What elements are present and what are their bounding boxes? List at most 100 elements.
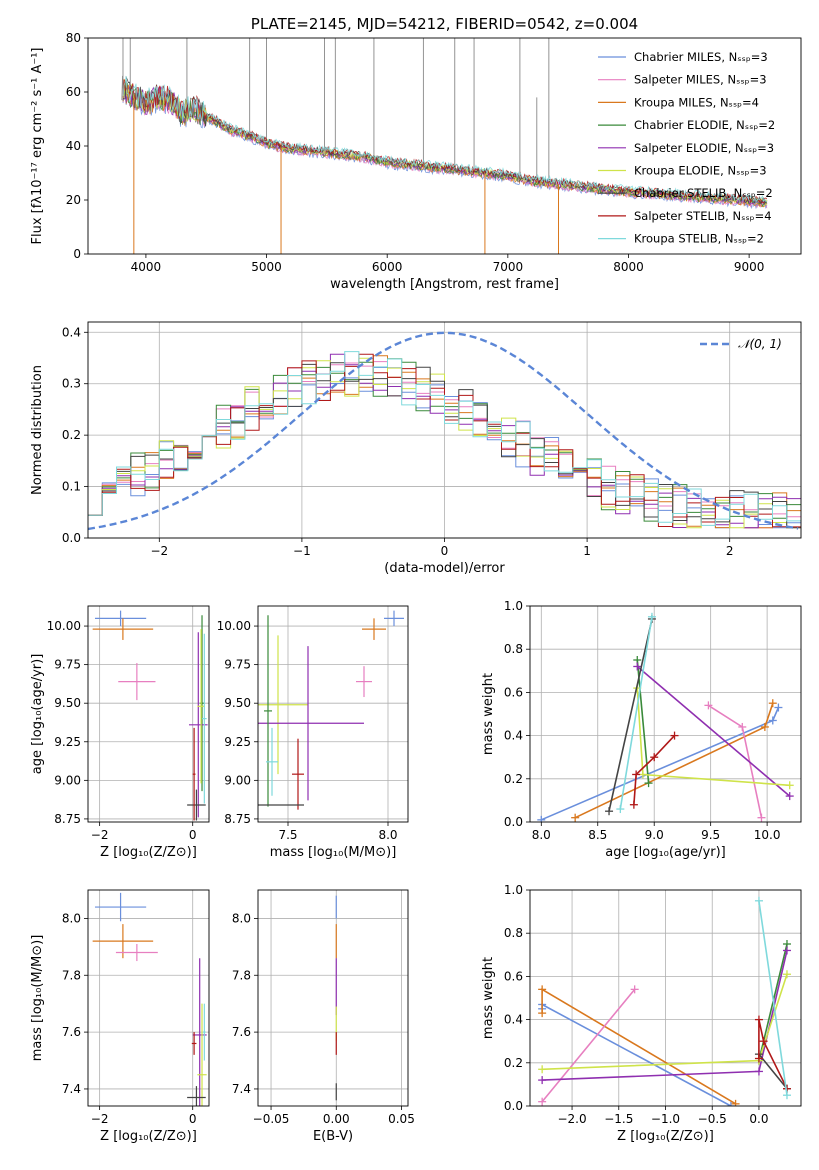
tick-label-y: 9.75 bbox=[224, 658, 251, 672]
tick-label-y: 80 bbox=[66, 31, 81, 45]
tick-label-y: 9.75 bbox=[54, 658, 81, 672]
x-axis-label: E(B-V) bbox=[313, 1129, 353, 1144]
chart-mass-vs-Z: −2 0 7.4 7.6 7.8 8.0 Z [log₁₀(Z/Z⊙)] mass [log₁… bbox=[30, 889, 210, 1144]
tick-label-y: 60 bbox=[66, 85, 81, 99]
chart-mass-weight-vs-age: 8.0 8.5 9.0 9.5 10.0 0.0 0.2 0.4 0.6 0.8 1.0 age [l… bbox=[481, 599, 802, 860]
axes-frame bbox=[87, 37, 802, 255]
tick-label-x: 10.0 bbox=[754, 828, 781, 842]
tick-label-y: 9.25 bbox=[224, 735, 251, 749]
tick-label-x: 2 bbox=[726, 544, 734, 558]
tick-label-y: 20 bbox=[66, 193, 81, 207]
axes-frame bbox=[257, 889, 409, 1107]
legend-entry: Kroupa STELIB, Nₛₛₚ=2 bbox=[634, 232, 764, 246]
tick-label-y: 0.6 bbox=[504, 969, 523, 983]
plot-area bbox=[92, 610, 208, 821]
legend-entry: Chabrier ELODIE, Nₛₛₚ=2 bbox=[634, 118, 775, 132]
tick-label-y: 0.3 bbox=[62, 377, 81, 391]
grid bbox=[258, 890, 408, 1106]
tick-label-y: 0.0 bbox=[504, 1099, 523, 1113]
chart-age-vs-Z: −2 0 8.75 9.00 9.25 9.50 9.75 10.00 Z [log₁₀(Z/Z… bbox=[30, 605, 210, 860]
tick-label-y: 1.0 bbox=[504, 599, 523, 613]
legend-entry: Chabrier STELIB, Nₛₛₚ=2 bbox=[634, 186, 773, 200]
series-line bbox=[636, 659, 650, 784]
tick-label-x: −2 bbox=[150, 544, 168, 558]
series-line bbox=[758, 1019, 788, 1090]
x-axis-label: mass [log₁₀(M/M⊙)] bbox=[270, 845, 397, 860]
series-line bbox=[758, 900, 788, 1096]
axes-frame bbox=[529, 889, 802, 1107]
series-line bbox=[541, 988, 636, 1103]
grid bbox=[88, 322, 801, 539]
chart-spectrum: 4000 5000 6000 7000 8000 9000 0 20 40 60 80 wavelen… bbox=[30, 15, 802, 292]
y-axis-label: mass [log₁₀(M/M⊙)] bbox=[30, 935, 45, 1062]
tick-label-y: 0.4 bbox=[504, 729, 523, 743]
tick-label-x: 0 bbox=[189, 828, 197, 842]
tick-label-y: 7.8 bbox=[62, 968, 81, 982]
tick-label-x: −1.0 bbox=[651, 1112, 680, 1126]
tick-label-y: 8.0 bbox=[232, 911, 251, 925]
x-axis-label: age [log₁₀(age/yr)] bbox=[605, 845, 726, 860]
y-axis-label: mass weight bbox=[481, 957, 496, 1039]
tick-label-y: 8.0 bbox=[62, 911, 81, 925]
tick-label-y: 0 bbox=[73, 247, 81, 261]
tick-label-y: 0.1 bbox=[62, 480, 81, 494]
tick-label-x: 7000 bbox=[493, 260, 524, 274]
tick-label-x: 8.0 bbox=[378, 828, 397, 842]
tick-label-y: 0.0 bbox=[62, 531, 81, 545]
tick-label-x: −2 bbox=[91, 1112, 109, 1126]
tick-label-y: 9.00 bbox=[224, 773, 251, 787]
chart-mass-weight-vs-Z: −2.0 −1.5 −1.0 −0.5 0.0 0.0 0.2 0.4 0.6 0.8 1.0 Z [… bbox=[481, 883, 802, 1144]
tick-label-x: −0.5 bbox=[698, 1112, 727, 1126]
tick-label-y: 9.50 bbox=[224, 696, 251, 710]
tick-label-y: 0.6 bbox=[504, 685, 523, 699]
tick-label-y: 10.00 bbox=[47, 619, 81, 633]
tick-label-x: 5000 bbox=[251, 260, 282, 274]
axes-frame bbox=[87, 605, 210, 823]
series-line bbox=[633, 735, 676, 805]
normal-pdf-curve bbox=[88, 331, 799, 531]
y-axis-label: mass weight bbox=[481, 673, 496, 755]
plot-area bbox=[121, 38, 768, 254]
plot-area bbox=[258, 610, 404, 810]
series-line bbox=[608, 618, 653, 812]
tick-label-x: −1.5 bbox=[604, 1112, 633, 1126]
tick-label-y: 8.75 bbox=[224, 812, 251, 826]
axes-frame bbox=[529, 605, 802, 823]
tick-label-x: 0 bbox=[189, 1112, 197, 1126]
tick-label-y: 10.00 bbox=[217, 619, 251, 633]
axes-frame bbox=[87, 321, 802, 539]
tick-label-x: 4000 bbox=[131, 260, 162, 274]
tick-label-x: 8000 bbox=[613, 260, 644, 274]
tick-label-x: 1 bbox=[583, 544, 591, 558]
tick-label-y: 0.2 bbox=[504, 1056, 523, 1070]
x-axis-label: Z [log₁₀(Z/Z⊙)] bbox=[617, 1129, 714, 1144]
tick-label-x: 7.5 bbox=[278, 828, 297, 842]
tick-label-x: 0.05 bbox=[388, 1112, 415, 1126]
series-line bbox=[541, 987, 737, 1105]
tick-label-x: 9.0 bbox=[645, 828, 664, 842]
series-line bbox=[619, 616, 653, 810]
plot-area bbox=[88, 331, 801, 531]
series-line bbox=[636, 665, 791, 797]
axes-frame bbox=[257, 605, 409, 823]
legend-entry: Chabrier MILES, Nₛₛₚ=3 bbox=[634, 50, 768, 64]
tick-label-y: 7.6 bbox=[232, 1025, 251, 1039]
tick-label-y: 8.75 bbox=[54, 812, 81, 826]
tick-label-y: 0.8 bbox=[504, 642, 523, 656]
chart-title: PLATE=2145, MJD=54212, FIBERID=0542, z=0… bbox=[251, 15, 638, 33]
tick-label-y: 9.00 bbox=[54, 773, 81, 787]
tick-label-y: 9.25 bbox=[54, 735, 81, 749]
series-line bbox=[758, 1053, 788, 1090]
legend-entry: Salpeter MILES, Nₛₛₚ=3 bbox=[634, 73, 767, 87]
tick-label-x: 9000 bbox=[734, 260, 765, 274]
tick-label-y: 40 bbox=[66, 139, 81, 153]
tick-label-x: 9.5 bbox=[701, 828, 720, 842]
tick-label-x: 0.00 bbox=[323, 1112, 350, 1126]
x-axis-label: (data-model)/error bbox=[384, 561, 505, 576]
legend-entry: Salpeter STELIB, Nₛₛₚ=4 bbox=[634, 209, 772, 223]
series-line bbox=[542, 973, 788, 1071]
tick-label-y: 0.0 bbox=[504, 815, 523, 829]
x-axis-label: wavelength [Angstrom, rest frame] bbox=[330, 277, 559, 292]
tick-label-y: 7.4 bbox=[232, 1082, 251, 1096]
legend-entry: Salpeter ELODIE, Nₛₛₚ=3 bbox=[634, 141, 774, 155]
